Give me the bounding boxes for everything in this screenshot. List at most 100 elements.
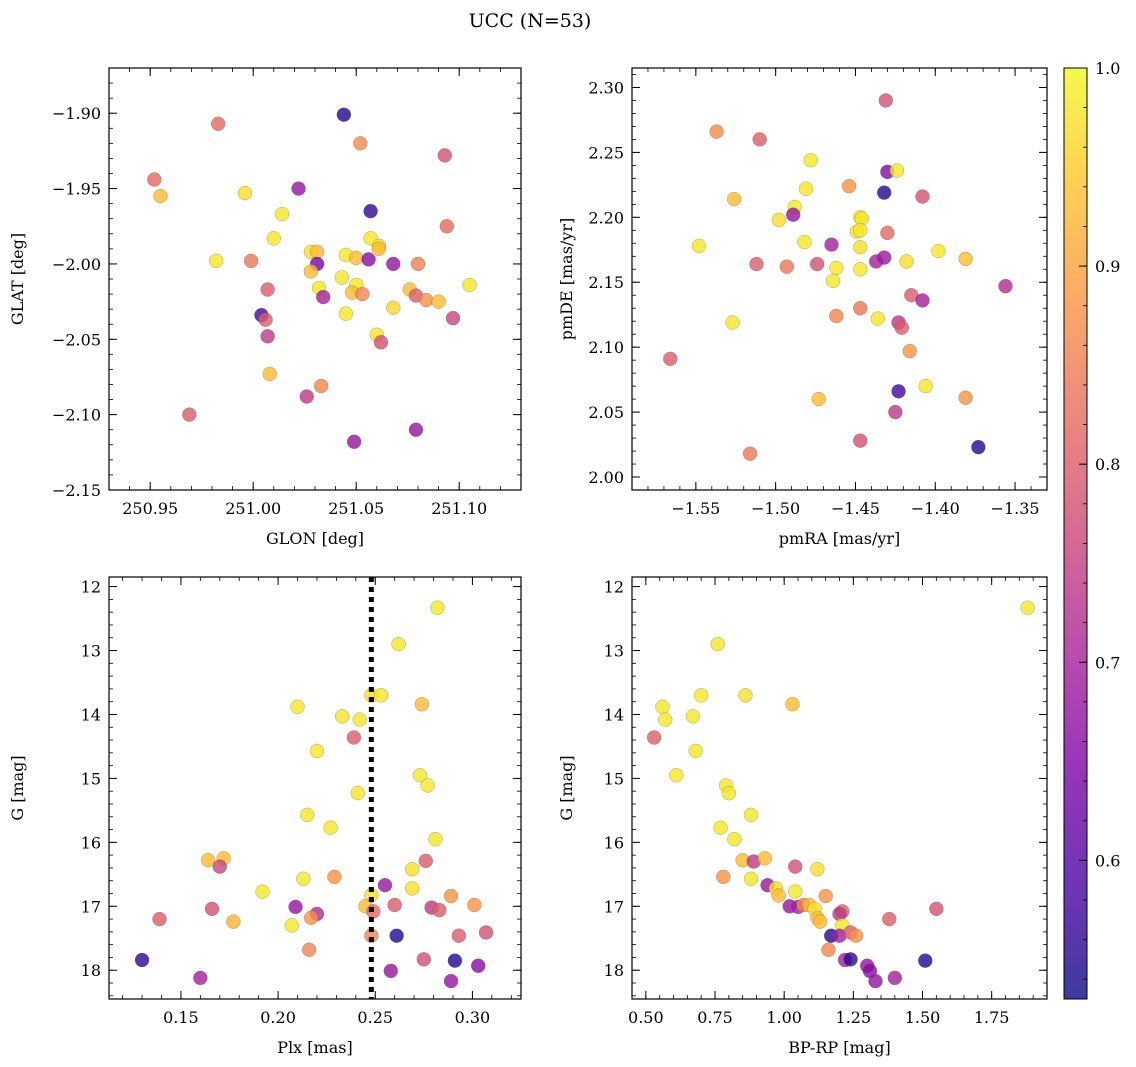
scatter-point (262, 366, 277, 382)
scatter-point (825, 273, 841, 289)
scatter-point (829, 308, 844, 324)
scatter-point (786, 207, 801, 222)
scatter-point (738, 688, 753, 703)
scatter-point (274, 206, 290, 222)
scatter-point (971, 439, 986, 455)
scatter-point (334, 270, 349, 285)
scatter-point (876, 185, 892, 200)
scatter-point (408, 422, 424, 437)
scatter-point (291, 181, 306, 196)
scatter-point (443, 973, 459, 989)
y-tick-label: 12 (81, 578, 101, 597)
scatter-point (204, 901, 220, 917)
scatter-point (853, 223, 868, 238)
y-tick-label: 2.10 (588, 338, 624, 357)
scatter-point (788, 884, 803, 899)
scatter-point (377, 877, 393, 893)
x-tick-label: −1.45 (831, 499, 880, 518)
scatter-point (226, 914, 241, 929)
scatter-point (889, 163, 905, 178)
y-tick-label: 16 (604, 833, 624, 852)
scatter-point (443, 888, 459, 904)
scatter-point (742, 446, 758, 461)
y-tick-label: 15 (604, 769, 624, 788)
y-tick-label: 2.30 (588, 78, 624, 97)
scatter-point (346, 434, 362, 449)
scatter-point (998, 278, 1013, 294)
scatter-point (821, 942, 836, 957)
scatter-point (824, 237, 839, 252)
x-tick-label: −1.50 (751, 499, 800, 518)
scatter-point (353, 136, 368, 151)
scatter-point (336, 107, 352, 122)
scatter-point (299, 389, 314, 404)
y-axis-label: GLAT [deg] (8, 233, 27, 325)
x-tick-label: 0.20 (260, 1008, 296, 1027)
scatter-point (134, 952, 150, 968)
scatter-point (210, 116, 226, 131)
scatter-point (288, 899, 303, 915)
panel-glon-glat: 250.95 251.00 251.05 251.10 −1.90 −1.95 −2.00 −… (8, 67, 522, 548)
x-tick-label: −1.55 (671, 499, 720, 518)
scatter-point (303, 910, 319, 925)
scatter-point (373, 335, 389, 350)
scatter-point (658, 712, 673, 727)
x-tick-label: 1.50 (905, 1008, 941, 1027)
scatter-point (880, 225, 895, 241)
scatter-point (693, 688, 709, 703)
colorbar-tick-label: 0.7 (1095, 653, 1120, 672)
scatter-point (451, 928, 467, 943)
scatter-point (818, 888, 833, 904)
y-tick-label: −2.10 (52, 406, 101, 425)
scatter-point (812, 914, 828, 929)
scatter-point (387, 897, 402, 913)
scatter-point (193, 970, 208, 986)
scatter-point (447, 953, 463, 968)
scatter-point (182, 407, 197, 422)
scatter-point (153, 188, 168, 204)
scatter-point (725, 315, 740, 330)
scatter-point (338, 306, 354, 321)
scatter-point (410, 256, 426, 272)
scatter-point (785, 697, 800, 712)
scatter-points (134, 600, 494, 989)
scatter-point (346, 730, 362, 745)
scatter-point (727, 831, 742, 847)
scatter-point (771, 888, 786, 903)
scatter-point (810, 862, 825, 877)
x-tick-label: 0.30 (455, 1008, 491, 1027)
panel-bprp-g: 0.50 0.75 1.00 1.25 1.50 1.75 12 13 14 15 16 17 18 BP… (557, 576, 1048, 1057)
scatter-point (743, 871, 759, 886)
scatter-point (414, 697, 430, 712)
colorbar: 0.6 0.7 0.8 0.9 1.0 (1063, 59, 1120, 1000)
x-tick-label: 1.00 (766, 1008, 802, 1027)
y-tick-label: 13 (604, 642, 624, 661)
scatter-point (243, 253, 259, 269)
scatter-points (646, 600, 1035, 989)
scatter-point (709, 124, 724, 139)
x-axis-label: pmRA [mas/yr] (779, 529, 901, 548)
scatter-point (316, 289, 331, 305)
scatter-point (803, 152, 818, 168)
scatter-point (899, 254, 914, 269)
scatter-point (743, 807, 759, 823)
y-tick-label: 14 (604, 705, 624, 724)
scatter-point (313, 378, 329, 394)
scatter-point (918, 378, 933, 394)
y-tick-label: −2.05 (52, 330, 101, 349)
scatter-point (685, 709, 701, 724)
y-tick-label: 13 (81, 642, 101, 661)
scatter-point (371, 241, 387, 257)
y-tick-label: 15 (81, 769, 101, 788)
scatter-point (915, 189, 930, 204)
scatter-point (416, 952, 432, 967)
scatter-point (349, 250, 364, 266)
y-tick-label: 16 (81, 833, 101, 852)
colorbar-tick-label: 0.9 (1095, 257, 1120, 276)
y-tick-label: 2.05 (588, 403, 624, 422)
scatter-point (853, 301, 868, 316)
scatter-point (870, 311, 886, 326)
y-tick-label: 2.25 (588, 143, 624, 162)
y-axis-label: G [mag] (8, 755, 27, 820)
